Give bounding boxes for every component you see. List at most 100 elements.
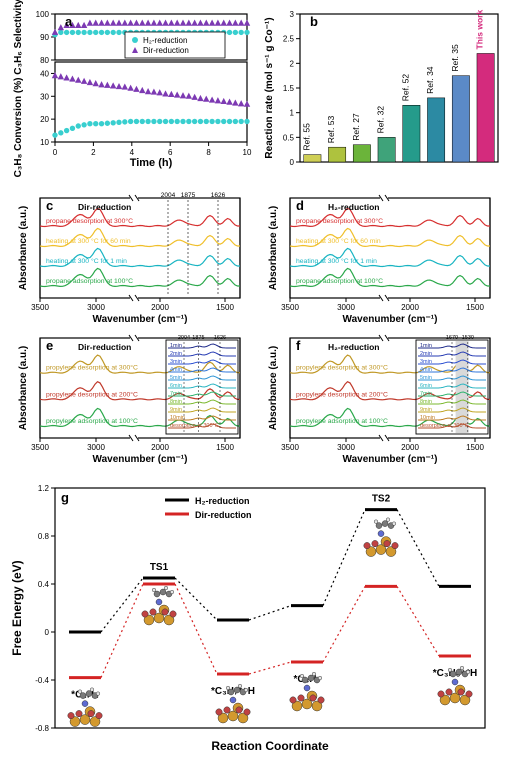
svg-text:This work: This work [475, 10, 485, 50]
svg-text:heating at 300 °C for 1 min: heating at 300 °C for 1 min [46, 257, 127, 265]
svg-text:3min: 3min [420, 359, 432, 365]
svg-text:desorption at 300°C: desorption at 300°C [170, 423, 219, 429]
svg-text:3500: 3500 [281, 443, 299, 452]
svg-text:d: d [296, 198, 304, 213]
svg-text:5min: 5min [170, 375, 182, 381]
svg-text:30: 30 [40, 92, 49, 101]
svg-text:Dir-reduction: Dir-reduction [195, 510, 252, 520]
svg-text:Absorbance (a.u.): Absorbance (a.u.) [18, 346, 29, 430]
svg-text:7min: 7min [170, 391, 182, 397]
svg-text:0.8: 0.8 [38, 532, 50, 541]
svg-text:8min: 8min [170, 399, 182, 405]
svg-text:2min: 2min [170, 351, 182, 357]
svg-text:2000: 2000 [401, 443, 419, 452]
svg-text:TS1: TS1 [150, 562, 169, 573]
svg-text:2004: 2004 [178, 335, 190, 341]
svg-text:4min: 4min [420, 367, 432, 373]
svg-text:8min: 8min [420, 399, 432, 405]
svg-text:Free Energy (eV): Free Energy (eV) [10, 560, 24, 655]
svg-text:Absorbance (a.u.): Absorbance (a.u.) [268, 346, 279, 430]
svg-text:Wavenumber (cm⁻¹): Wavenumber (cm⁻¹) [343, 454, 438, 465]
svg-text:Wavenumber (cm⁻¹): Wavenumber (cm⁻¹) [343, 314, 438, 325]
svg-text:propylene adsorption at 100°C: propylene adsorption at 100°C [296, 417, 388, 425]
svg-text:10min: 10min [170, 415, 185, 421]
svg-text:f: f [296, 338, 301, 353]
svg-text:Ref. 55: Ref. 55 [301, 123, 311, 151]
svg-text:3000: 3000 [337, 443, 355, 452]
svg-text:2000: 2000 [151, 443, 169, 452]
figure-svg: 8090100102030400246810H₂-reductionDir-re… [0, 0, 510, 766]
svg-text:9min: 9min [420, 407, 432, 413]
svg-text:Ref. 52: Ref. 52 [400, 74, 410, 102]
svg-text:2: 2 [290, 59, 295, 68]
svg-text:1500: 1500 [466, 303, 484, 312]
svg-text:3500: 3500 [281, 303, 299, 312]
svg-text:3500: 3500 [31, 443, 49, 452]
svg-text:propylene adsorption at 100°C: propylene adsorption at 100°C [46, 417, 138, 425]
svg-text:4: 4 [130, 148, 135, 157]
svg-text:90: 90 [40, 33, 49, 42]
svg-text:b: b [310, 14, 318, 29]
svg-text:3000: 3000 [87, 303, 105, 312]
svg-text:1500: 1500 [216, 443, 234, 452]
svg-text:10: 10 [40, 138, 49, 147]
svg-text:1875: 1875 [192, 335, 204, 341]
svg-text:3: 3 [290, 10, 295, 19]
svg-text:6min: 6min [420, 383, 432, 389]
svg-text:H₂-reduction: H₂-reduction [143, 36, 187, 45]
svg-text:1626: 1626 [211, 192, 226, 199]
svg-text:propylene desorption at 200°C: propylene desorption at 200°C [296, 390, 388, 398]
svg-text:6: 6 [168, 148, 173, 157]
svg-text:3500: 3500 [31, 303, 49, 312]
svg-text:Ref. 32: Ref. 32 [376, 106, 386, 134]
svg-text:9min: 9min [170, 407, 182, 413]
svg-text:g: g [61, 490, 69, 505]
svg-text:-0.8: -0.8 [35, 724, 49, 733]
svg-text:80: 80 [40, 56, 49, 65]
svg-text:Wavenumber (cm⁻¹): Wavenumber (cm⁻¹) [93, 314, 188, 325]
svg-text:desorption at 300°C: desorption at 300°C [420, 423, 469, 429]
svg-text:3000: 3000 [337, 303, 355, 312]
svg-text:Wavenumber (cm⁻¹): Wavenumber (cm⁻¹) [93, 454, 188, 465]
svg-text:1.5: 1.5 [283, 84, 295, 93]
svg-text:heating at 300 °C for 60 min: heating at 300 °C for 60 min [296, 237, 381, 245]
svg-text:0: 0 [45, 628, 50, 637]
svg-text:Ref. 27: Ref. 27 [351, 113, 361, 141]
svg-text:7min: 7min [420, 391, 432, 397]
svg-text:1: 1 [290, 109, 295, 118]
svg-text:1530: 1530 [462, 335, 474, 341]
svg-text:40: 40 [40, 69, 49, 78]
svg-text:4min: 4min [170, 367, 182, 373]
svg-text:propylene desorption at 200°C: propylene desorption at 200°C [46, 390, 138, 398]
svg-text:H₂-reduction: H₂-reduction [328, 202, 379, 212]
svg-text:2004: 2004 [161, 192, 176, 199]
svg-text:Dir-reduction: Dir-reduction [78, 342, 131, 352]
svg-text:C₃H₈ Conversion (%) C₃H₆ Selec: C₃H₈ Conversion (%) C₃H₆ Selectivity (%) [13, 0, 24, 177]
svg-text:heating at 300 °C for 60 min: heating at 300 °C for 60 min [46, 237, 131, 245]
svg-text:2: 2 [91, 148, 96, 157]
svg-text:Ref. 35: Ref. 35 [450, 44, 460, 72]
svg-text:100: 100 [36, 10, 50, 19]
svg-text:Ref. 34: Ref. 34 [425, 66, 435, 94]
svg-text:H₂-reduction: H₂-reduction [195, 496, 250, 506]
svg-text:e: e [46, 338, 53, 353]
svg-text:Absorbance (a.u.): Absorbance (a.u.) [18, 206, 29, 290]
svg-text:H₂-reduction: H₂-reduction [328, 342, 379, 352]
svg-text:-0.4: -0.4 [35, 676, 49, 685]
svg-text:1626: 1626 [214, 335, 226, 341]
svg-text:0.4: 0.4 [38, 580, 50, 589]
svg-text:Time (h): Time (h) [130, 157, 173, 169]
svg-text:10: 10 [243, 148, 252, 157]
svg-text:1500: 1500 [216, 303, 234, 312]
svg-text:propylene desorption at 300°C: propylene desorption at 300°C [296, 364, 388, 372]
svg-text:TS2: TS2 [372, 494, 391, 505]
svg-text:8: 8 [206, 148, 211, 157]
svg-text:a: a [65, 14, 73, 29]
svg-text:20: 20 [40, 115, 49, 124]
svg-text:Dir-reduction: Dir-reduction [143, 46, 189, 55]
svg-text:10min: 10min [420, 415, 435, 421]
svg-text:heating at 300 °C for 1 min: heating at 300 °C for 1 min [296, 257, 377, 265]
svg-text:1.2: 1.2 [38, 484, 50, 493]
svg-text:0: 0 [290, 158, 295, 167]
svg-text:propane desorption at 300°C: propane desorption at 300°C [296, 217, 383, 225]
